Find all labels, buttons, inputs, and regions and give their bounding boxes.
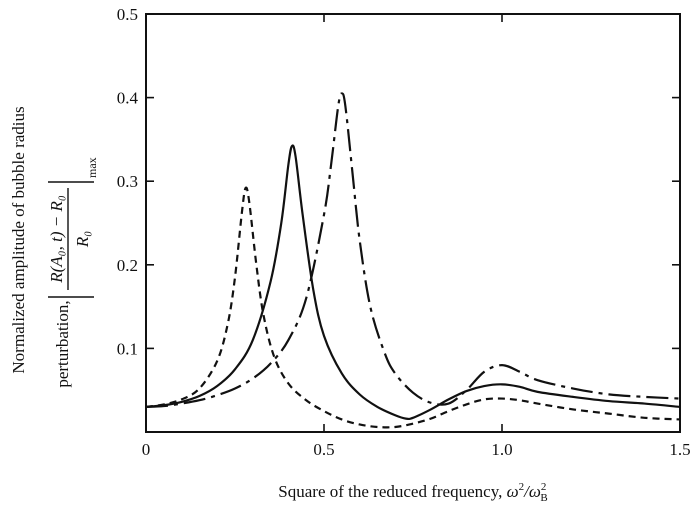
series-line-dashed [145,186,681,429]
y-axis-title: Normalized amplitude of bubble radius pe… [9,106,99,387]
y-tick-label: 0.4 [117,89,139,108]
series-line-dash-dot [145,92,681,409]
x-axis-title: Square of the reduced frequency, ω2/ω2 B [278,481,547,504]
x-tick-label: 1.0 [491,440,512,459]
x-axis-title-omega: ω [507,482,519,501]
x-axis-title-prefix: Square of the reduced frequency, [278,482,506,501]
x-axis-title-over: /ω [523,482,541,501]
y-expr-denominator: R₀ [73,231,92,248]
y-tick-label: 0.2 [117,256,138,275]
y-tick-label: 0.1 [117,339,138,358]
x-tick-label: 1.5 [669,440,690,459]
x-tick-label: 0 [142,440,151,459]
x-axis-title-sup2: 2 [541,481,547,493]
y-tick-label: 0.5 [117,5,138,24]
y-axis-title-line1: Normalized amplitude of bubble radius [9,106,28,373]
x-axis-title-sub: B [540,492,547,504]
series-line-solid [145,144,681,421]
x-axis-title-sup: 2 [519,481,525,493]
x-tick-label: 0.5 [313,440,334,459]
chart-curves [145,92,681,429]
y-axis-title-line2: perturbation, [53,300,72,387]
axis-ticks: 0 0.5 1.0 1.5 0.1 0.2 0.3 0.4 0.5 [117,5,691,459]
y-tick-label: 0.3 [117,172,138,191]
y-expr-numerator: R(A₀, t) − R₀ [47,195,66,284]
y-expr-subscript: max [85,157,99,178]
plot-frame [145,13,681,433]
